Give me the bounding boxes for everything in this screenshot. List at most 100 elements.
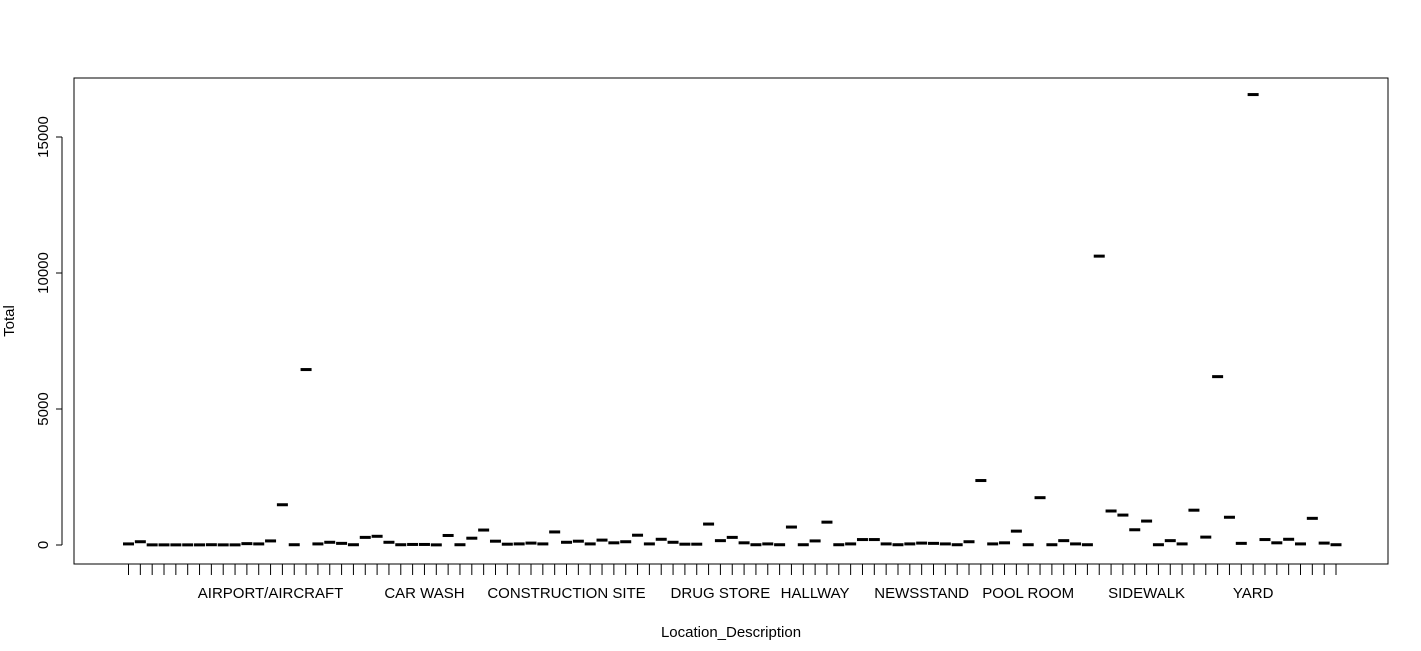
box-median	[868, 538, 880, 542]
box-median	[158, 543, 170, 547]
box-median	[1034, 496, 1046, 500]
box-median	[880, 542, 892, 546]
box-median	[1176, 542, 1188, 546]
x-tick-label: HALLWAY	[781, 585, 850, 602]
box-median	[762, 542, 774, 546]
box-median	[999, 541, 1011, 545]
box-median	[442, 533, 454, 537]
box-median	[975, 479, 987, 483]
y-tick-label: 15000	[35, 116, 52, 158]
box-median	[1294, 542, 1306, 546]
box-median	[324, 540, 336, 544]
box-median	[714, 539, 726, 543]
box-median	[963, 540, 975, 544]
box-median	[217, 543, 229, 547]
box-median	[1152, 543, 1164, 547]
box-median	[194, 543, 206, 547]
y-axis: 0 5000 10000 15000	[35, 116, 63, 549]
box-median	[336, 541, 348, 545]
box-median	[407, 542, 419, 546]
box-median	[655, 537, 667, 541]
box-median	[276, 503, 288, 507]
box-median	[537, 542, 549, 546]
box-median	[845, 542, 857, 546]
box-median	[856, 538, 868, 542]
box-median	[134, 540, 146, 544]
box-median	[288, 543, 300, 547]
x-axis-label: Location_Description	[661, 624, 801, 641]
box-median	[1306, 516, 1318, 520]
box-median	[561, 540, 573, 544]
box-median	[1010, 529, 1022, 533]
box-median	[478, 528, 490, 532]
box-median	[1235, 541, 1247, 545]
box-median	[1058, 539, 1070, 543]
box-median	[572, 539, 584, 543]
box-median	[643, 542, 655, 546]
box-median	[1093, 254, 1105, 258]
y-axis-label: Total	[1, 305, 18, 337]
box-median	[750, 543, 762, 547]
box-median	[703, 522, 715, 526]
box-median	[1164, 539, 1176, 543]
box-median	[892, 543, 904, 547]
box-median	[253, 542, 265, 546]
box-median	[549, 530, 561, 534]
box-median	[1022, 543, 1034, 547]
box-median	[312, 542, 324, 546]
box-median	[620, 540, 632, 544]
box-median	[241, 542, 253, 546]
box-median	[1200, 535, 1212, 539]
box-median	[679, 542, 691, 546]
box-median	[833, 543, 845, 547]
x-tick-label: POOL ROOM	[982, 585, 1074, 602]
box-median	[1212, 375, 1224, 379]
y-tick-label: 0	[35, 541, 52, 549]
box-marks	[123, 93, 1342, 547]
box-median	[466, 536, 478, 540]
box-median	[489, 539, 501, 543]
box-median	[359, 535, 371, 539]
box-median	[1283, 537, 1295, 541]
x-tick-label: AIRPORT/AIRCRAFT	[198, 585, 344, 602]
box-median	[596, 538, 608, 542]
box-median	[928, 541, 939, 545]
x-tick-label: SIDEWALK	[1108, 585, 1185, 602]
box-median	[1081, 543, 1093, 547]
box-median	[797, 543, 809, 547]
box-median	[774, 543, 786, 547]
box-median	[454, 543, 466, 547]
box-median	[1105, 509, 1117, 513]
x-tick-label: NEWSSTAND	[874, 585, 969, 602]
box-median	[1070, 542, 1082, 546]
y-tick-label: 5000	[35, 392, 52, 425]
box-median	[1247, 93, 1259, 97]
box-median	[300, 368, 312, 372]
box-median	[1259, 538, 1271, 542]
box-median	[371, 534, 383, 538]
box-median	[1330, 543, 1342, 547]
box-median	[418, 542, 430, 546]
x-axis: AIRPORT/AIRCRAFT CAR WASH CONSTRUCTION SIT…	[128, 563, 1337, 602]
box-median	[1223, 515, 1235, 519]
box-median	[809, 539, 821, 543]
box-median	[608, 541, 620, 545]
box-median	[1188, 508, 1200, 512]
box-median	[667, 540, 679, 544]
box-median	[513, 542, 525, 546]
box-median	[726, 535, 738, 539]
box-median	[205, 543, 217, 547]
box-median	[1046, 543, 1058, 547]
x-tick-label: YARD	[1233, 585, 1274, 602]
box-median	[395, 543, 407, 547]
box-median	[916, 541, 928, 545]
x-tick-label: DRUG STORE	[671, 585, 771, 602]
box-median	[170, 543, 182, 547]
box-median	[229, 543, 241, 547]
box-median	[1117, 513, 1129, 517]
box-median	[1141, 519, 1153, 523]
box-median	[785, 525, 797, 529]
box-median	[691, 542, 703, 546]
box-median	[1271, 541, 1283, 545]
box-median	[951, 543, 963, 547]
